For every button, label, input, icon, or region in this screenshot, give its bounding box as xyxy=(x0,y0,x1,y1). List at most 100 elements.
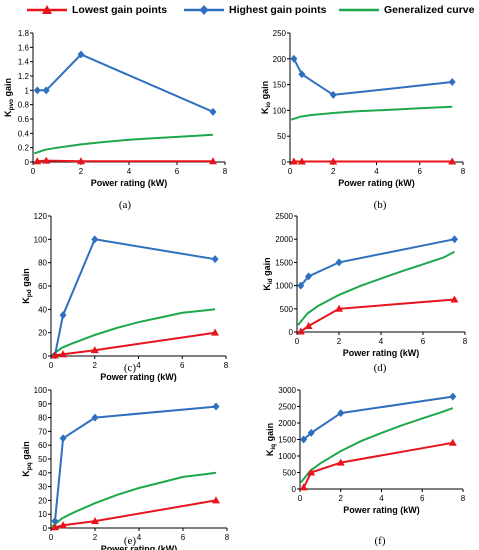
panel-label: (e) xyxy=(124,535,137,547)
y-tick-label: 0.4 xyxy=(18,129,30,138)
data-point-highest xyxy=(59,311,67,320)
chart-e: 0 10 20 30 40 50 60 70 80 90 100 0 2 4 6 8 Power rating … xyxy=(21,386,230,550)
chart-c: 0 20 40 60 80 100 120 0 2 4 6 8 Power rating (kW) Kpd… xyxy=(21,212,229,382)
legend-item-generalized: Generalized curve xyxy=(338,2,474,18)
y-axis-label: Kpq gain xyxy=(21,441,33,476)
series-line-highest xyxy=(300,238,455,287)
x-tick-label: 6 xyxy=(181,533,186,542)
y-tick-label: 50 xyxy=(277,132,286,141)
y-tick-label: 1.4 xyxy=(18,58,30,67)
data-point-lowest xyxy=(59,350,68,358)
y-tick-label: 60 xyxy=(38,441,47,450)
data-point-highest xyxy=(298,70,306,79)
y-tick-label: 100 xyxy=(34,386,48,395)
y-tick-label: 40 xyxy=(38,469,47,478)
series-line-lowest xyxy=(37,159,213,163)
x-tick-label: 0 xyxy=(49,361,54,370)
series-line-lowest xyxy=(302,441,453,488)
data-point-lowest xyxy=(33,157,42,165)
y-tick-label: 2500 xyxy=(278,403,296,412)
y-tick-label: 0.2 xyxy=(18,144,30,153)
x-tick-label: 2 xyxy=(339,494,344,503)
x-tick-label: 6 xyxy=(421,337,426,346)
y-tick-label: 80 xyxy=(38,414,47,423)
data-point-lowest xyxy=(50,351,59,359)
data-point-lowest xyxy=(336,458,345,466)
x-tick-label: 0 xyxy=(49,533,54,542)
y-tick-label: 1000 xyxy=(278,452,296,461)
data-point-highest xyxy=(451,235,458,244)
series-line-highest xyxy=(54,405,217,522)
y-tick-label: 100 xyxy=(34,235,48,244)
legend-marker-generalized-icon xyxy=(339,8,379,12)
series-line-lowest xyxy=(54,499,217,529)
series-line-lowest xyxy=(300,298,455,333)
x-tick-label: 8 xyxy=(225,533,230,542)
legend-item-lowest: Lowest gain points xyxy=(26,2,167,18)
y-tick-label: 2500 xyxy=(275,212,293,221)
x-axis-label: Power rating (kW) xyxy=(343,348,420,358)
y-tick-label: 500 xyxy=(280,305,294,314)
data-point-highest xyxy=(77,50,85,59)
chart-a: 0 0.2 0.4 0.6 0.8 1 1.2 1.4 1.6 1.8 0 2 4 6 8 Power rat… xyxy=(3,29,228,211)
data-point-lowest xyxy=(209,157,217,165)
y-tick-label: 1500 xyxy=(275,258,293,267)
y-tick-label: 1.8 xyxy=(18,29,30,38)
data-point-highest xyxy=(300,435,308,444)
data-point-highest xyxy=(335,258,343,267)
x-tick-label: 2 xyxy=(93,533,98,542)
x-tick-label: 4 xyxy=(374,167,379,176)
y-tick-label: 0 xyxy=(282,158,287,167)
data-point-lowest xyxy=(211,328,220,336)
y-tick-label: 50 xyxy=(38,455,47,464)
x-tick-label: 0 xyxy=(298,494,303,503)
data-point-lowest xyxy=(289,157,298,165)
y-axis-label-sub: pd xyxy=(26,289,33,297)
x-tick-label: 0 xyxy=(288,167,293,176)
x-tick-label: 8 xyxy=(461,167,466,176)
y-tick-label: 20 xyxy=(38,329,47,338)
data-point-highest xyxy=(290,54,298,63)
x-axis-label: Power rating (kW) xyxy=(100,372,177,382)
y-tick-label: 500 xyxy=(283,469,297,478)
x-tick-label: 8 xyxy=(463,337,468,346)
data-point-lowest xyxy=(448,438,457,446)
legend-label-lowest: Lowest gain points xyxy=(72,4,168,16)
data-point-highest xyxy=(305,272,313,281)
chart-d: 0 500 1000 1500 2000 2500 0 2 4 6 8 Power rating (k… xyxy=(262,212,468,374)
data-point-lowest xyxy=(304,321,313,329)
x-tick-label: 0 xyxy=(295,337,300,346)
x-tick-label: 6 xyxy=(420,494,425,503)
x-axis-label: Power rating (kW) xyxy=(343,505,420,515)
x-tick-label: 2 xyxy=(79,167,84,176)
y-axis-label-sub: pvo xyxy=(8,99,15,111)
data-point-lowest xyxy=(296,327,305,335)
x-tick-label: 4 xyxy=(379,494,384,503)
y-axis-label-tail: gain xyxy=(21,268,31,289)
data-point-lowest xyxy=(448,157,457,165)
series-line-highest xyxy=(37,53,214,113)
data-point-highest xyxy=(59,434,67,443)
y-axis-label-sub: id xyxy=(267,278,274,284)
data-point-highest xyxy=(91,413,99,422)
x-tick-label: 2 xyxy=(331,167,336,176)
x-tick-label: 8 xyxy=(461,494,466,503)
y-axis-label-main: K xyxy=(260,107,270,114)
data-point-lowest xyxy=(307,468,316,476)
panel-label: (f) xyxy=(375,535,386,547)
x-tick-label: 6 xyxy=(175,167,180,176)
data-point-highest xyxy=(209,107,217,116)
y-axis-label-tail: gain xyxy=(260,81,270,102)
y-tick-label: 0 xyxy=(292,485,297,494)
x-axis-label: Power rating (kW) xyxy=(101,544,178,550)
chart-f: 0 500 1000 1500 2000 2500 3000 0 2 4 6 8 Power ratin… xyxy=(265,386,466,547)
data-point-highest xyxy=(212,402,220,411)
y-tick-label: 0.6 xyxy=(18,115,30,124)
data-point-highest xyxy=(449,392,457,401)
data-point-highest xyxy=(329,90,337,99)
data-point-highest xyxy=(42,86,50,95)
panel-label: (d) xyxy=(374,362,387,374)
data-point-highest xyxy=(211,255,219,264)
y-tick-label: 10 xyxy=(38,510,47,519)
